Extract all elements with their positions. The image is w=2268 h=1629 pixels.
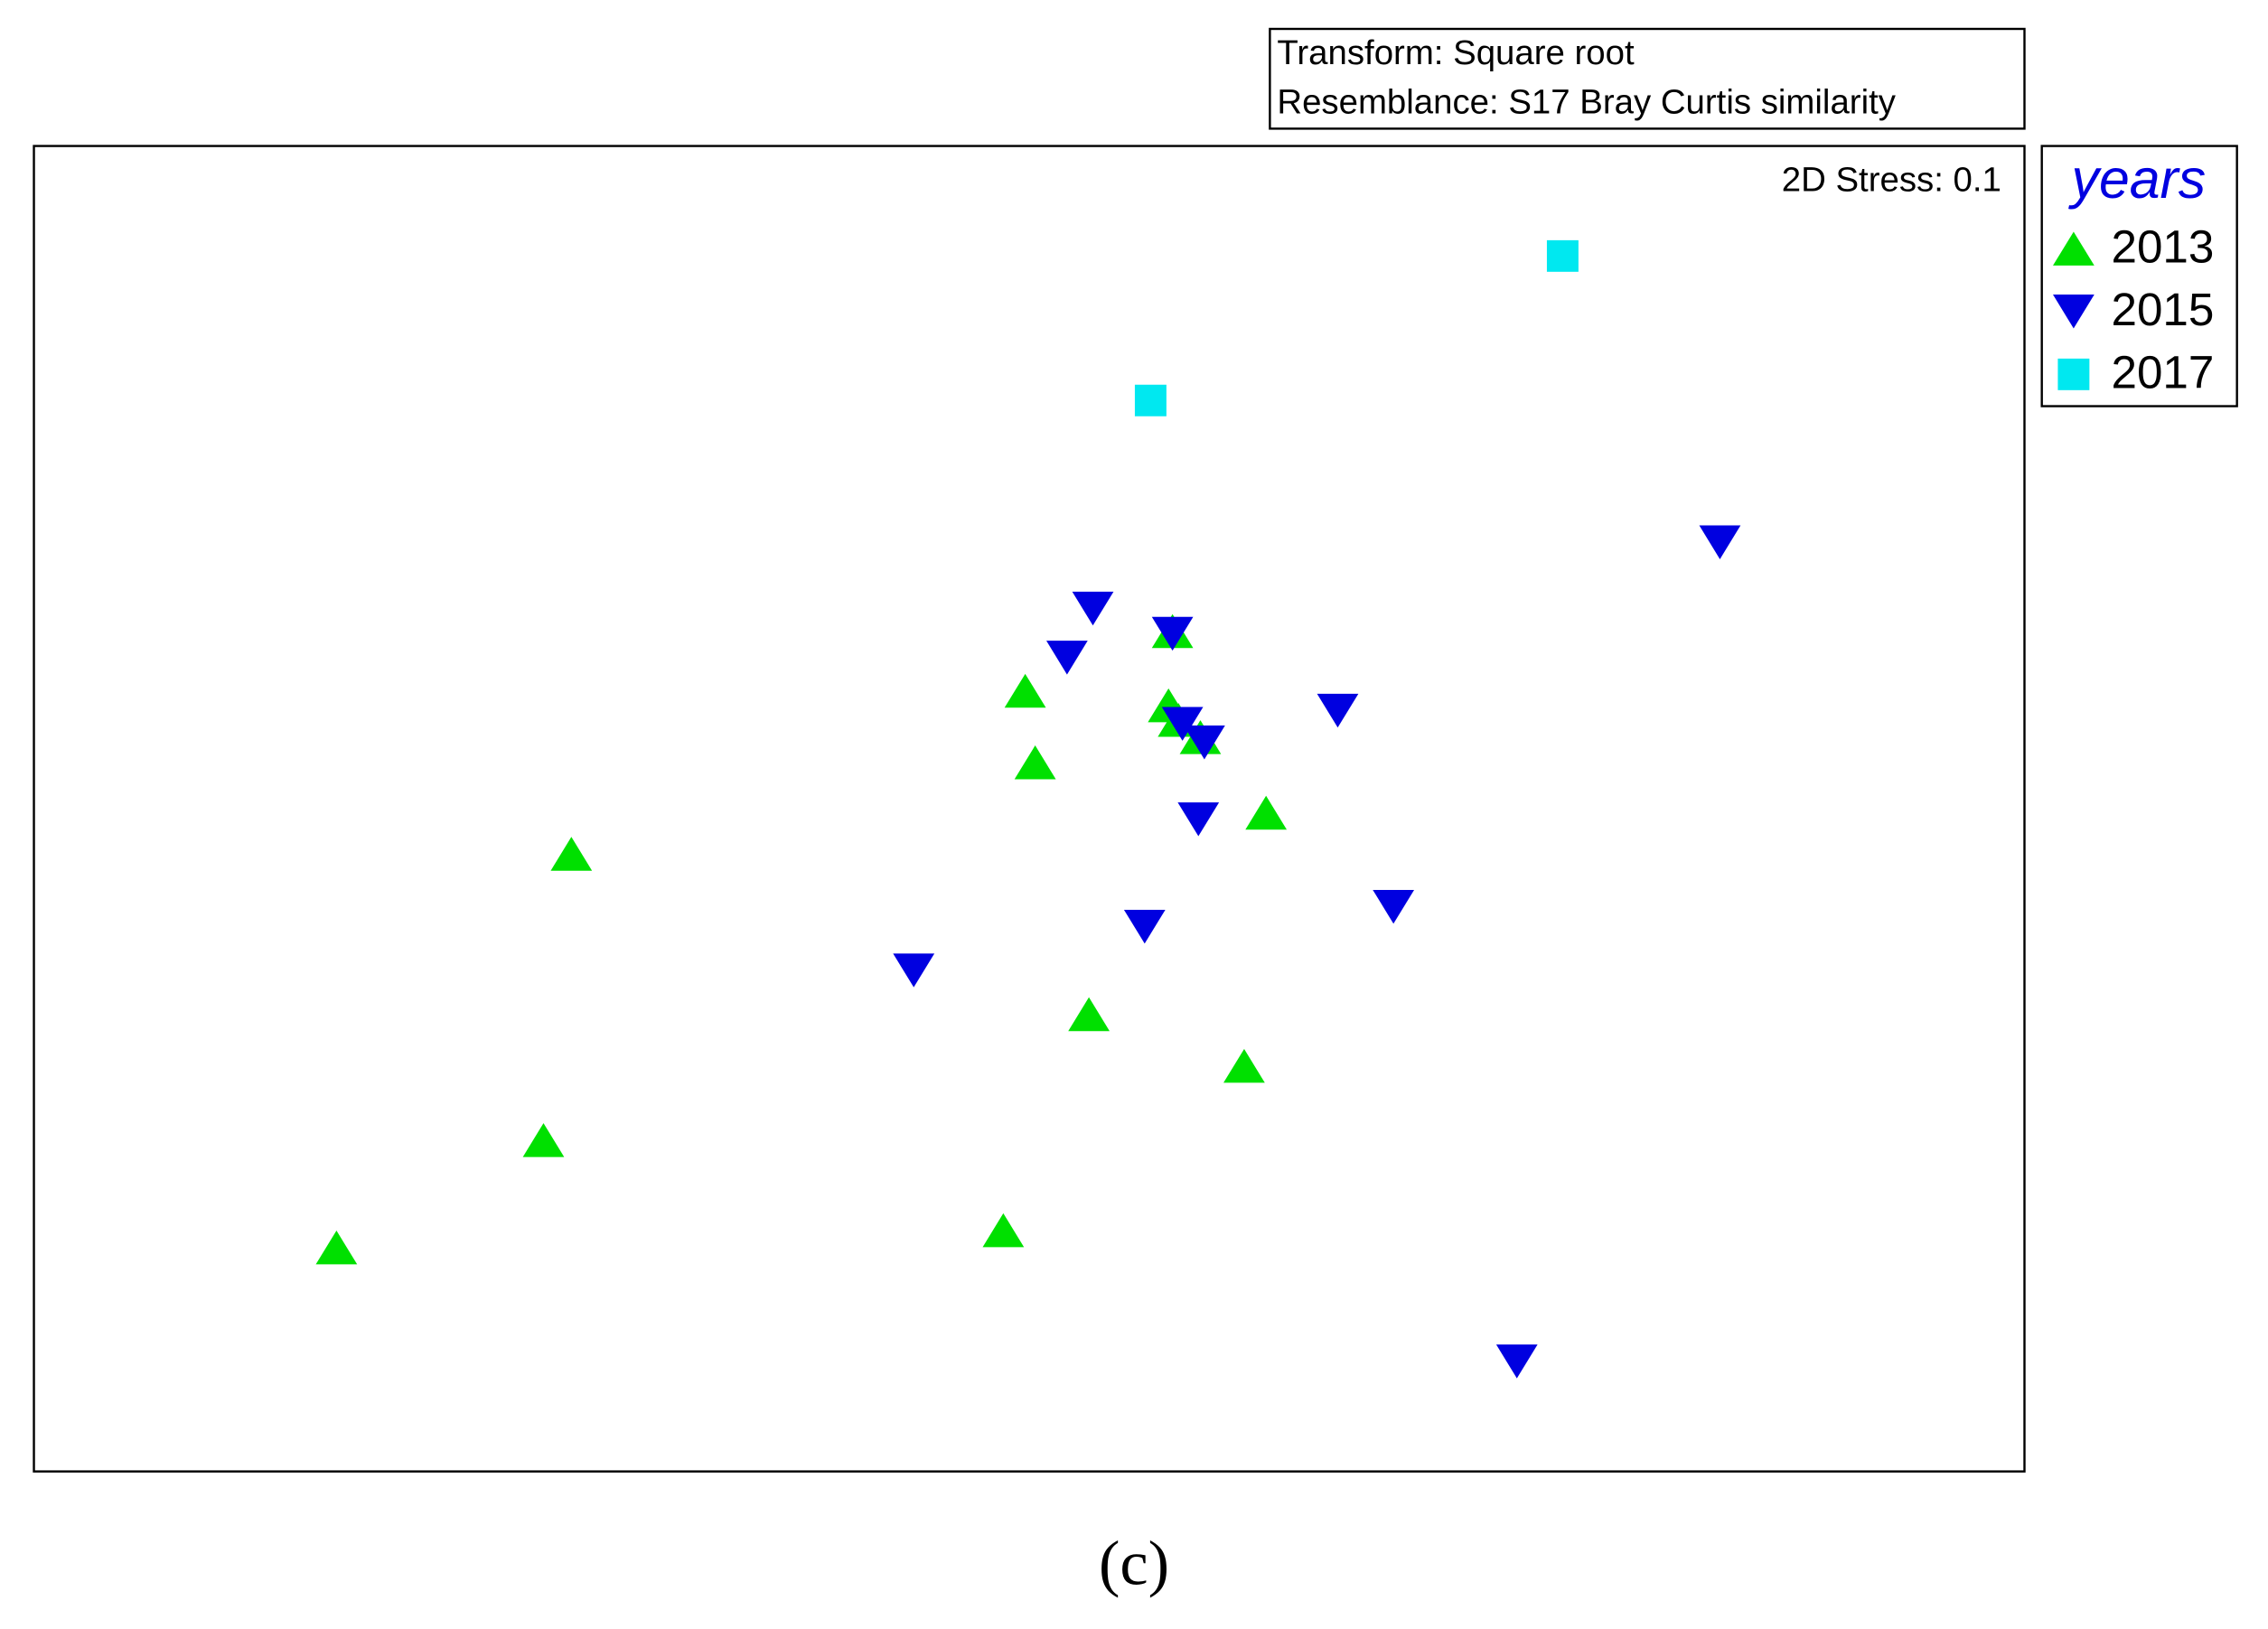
point [982,1212,1025,1248]
point [1183,726,1225,760]
point [1045,641,1088,675]
legend-marker [2057,358,2090,390]
legend-label: 2017 [2111,346,2214,398]
point [1014,745,1056,780]
point [1134,384,1167,417]
point [1495,1344,1538,1379]
point [1072,591,1114,626]
legend-label: 2013 [2111,220,2214,272]
point [1004,673,1046,708]
point [1373,889,1415,924]
legend-box [2040,145,2238,407]
annotation-box [1269,27,2026,130]
plot-frame [33,145,2026,1473]
caption: (c) [1099,1529,1169,1599]
point [1068,997,1110,1032]
point [1161,707,1204,741]
point [550,837,593,871]
legend-marker [2053,231,2095,266]
point [1245,795,1288,830]
stress-label: 2D Stress: 0.1 [1782,161,2001,200]
point [1317,693,1359,728]
point [1123,909,1166,944]
point [315,1230,358,1265]
legend-marker [2053,295,2095,329]
point [1699,525,1741,559]
point [1151,616,1194,651]
legend-label: 2015 [2111,284,2214,335]
point [522,1123,565,1157]
point [1223,1048,1265,1083]
point [1177,802,1220,837]
point [1546,239,1579,272]
annotation: Transform: Square root [1277,33,1635,72]
legend-title: years [2068,148,2207,210]
annotation: Resemblance: S17 Bray Curtis similarity [1277,82,1896,121]
point [893,953,935,988]
